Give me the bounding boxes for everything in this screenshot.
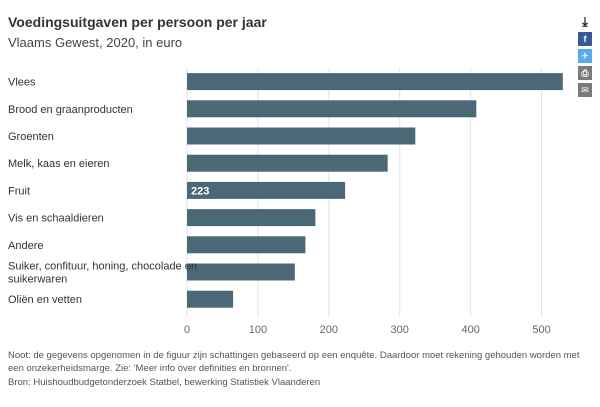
chart-title: Voedingsuitgaven per persoon per jaar <box>8 14 267 30</box>
category-label: Melk, kaas en eieren <box>8 158 110 170</box>
x-tick-label: 100 <box>249 324 267 336</box>
chart-subtitle: Vlaams Gewest, 2020, in euro <box>8 35 183 50</box>
bar <box>187 209 316 227</box>
category-label: Brood en graanproducten <box>8 104 133 116</box>
x-tick-label: 200 <box>320 324 338 336</box>
bar <box>187 73 563 91</box>
category-label: Andere <box>8 240 43 252</box>
category-label: Oliën en vetten <box>8 294 82 306</box>
bar <box>187 154 388 172</box>
print-icon[interactable]: ⎙ <box>578 66 592 80</box>
x-tick-label: 400 <box>461 324 479 336</box>
chart-note: Noot: de gegevens opgenomen in de figuur… <box>8 350 580 374</box>
bar <box>187 100 477 118</box>
category-label: suikerwaren <box>8 274 67 286</box>
bar <box>187 181 346 199</box>
download-icon[interactable]: ⤓ <box>582 14 588 29</box>
category-label: Vlees <box>8 77 36 89</box>
x-tick-label: 0 <box>184 324 190 336</box>
category-label: Vis en schaaldieren <box>8 213 104 225</box>
chart-source: Bron: Huishoudbudgetonderzoek Statbel, b… <box>8 377 321 388</box>
bar <box>187 127 416 145</box>
category-label: Fruit <box>8 185 30 197</box>
bar <box>187 290 234 308</box>
x-tick-label: 300 <box>391 324 409 336</box>
bar <box>187 236 306 254</box>
bar <box>187 263 295 281</box>
data-label: 223 <box>191 185 209 197</box>
x-tick-label: 500 <box>532 324 550 336</box>
mail-icon[interactable]: ✉ <box>578 83 592 97</box>
category-label: Groenten <box>8 131 54 143</box>
category-label: Suiker, confituur, honing, chocolade en <box>8 261 197 273</box>
facebook-icon[interactable]: f <box>578 32 592 46</box>
twitter-icon[interactable]: ✈ <box>578 49 592 63</box>
share-toolbar: ⤓ f ✈ ⎙ ✉ <box>578 14 594 100</box>
